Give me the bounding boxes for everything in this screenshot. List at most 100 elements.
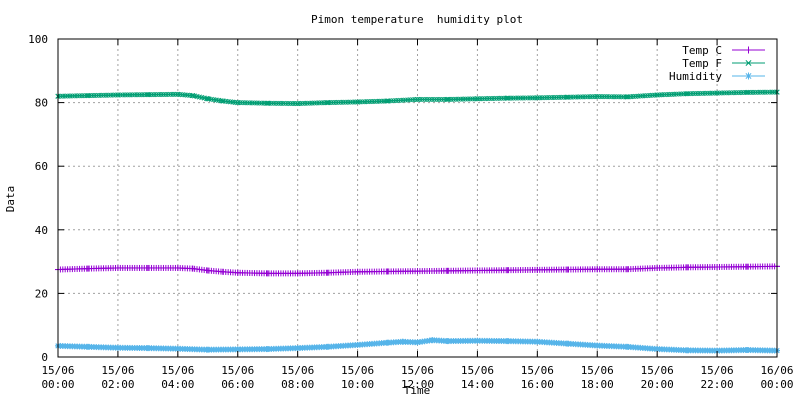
y-tick-label: 100 bbox=[28, 33, 48, 46]
data-point bbox=[85, 93, 91, 99]
data-point bbox=[174, 345, 181, 352]
data-point bbox=[264, 346, 271, 353]
data-point bbox=[504, 338, 511, 345]
data-point bbox=[654, 92, 660, 98]
x-tick-label-date: 15/06 bbox=[101, 364, 134, 377]
x-tick-label-date: 15/06 bbox=[221, 364, 254, 377]
x-tick-label-date: 15/06 bbox=[281, 364, 314, 377]
data-point bbox=[744, 263, 751, 270]
data-point bbox=[324, 343, 331, 350]
legend-marker bbox=[745, 60, 752, 66]
y-tick-label: 80 bbox=[35, 97, 48, 110]
data-point bbox=[235, 99, 241, 106]
chart-title: Pimon temperature humidity plot bbox=[311, 13, 523, 26]
data-point bbox=[115, 92, 121, 98]
data-point bbox=[594, 266, 601, 273]
data-point bbox=[204, 267, 211, 274]
data-point bbox=[294, 270, 301, 277]
data-point bbox=[354, 341, 361, 348]
data-point bbox=[264, 270, 271, 277]
data-point bbox=[414, 96, 421, 103]
data-point bbox=[504, 95, 510, 101]
x-tick-label-time: 00:00 bbox=[41, 378, 74, 391]
data-point bbox=[444, 267, 451, 274]
data-point bbox=[744, 347, 751, 354]
data-point bbox=[189, 265, 196, 272]
data-point bbox=[534, 266, 541, 273]
plot-area bbox=[55, 89, 780, 354]
x-tick-label-time: 16:00 bbox=[521, 378, 554, 391]
x-tick-label-date: 15/06 bbox=[401, 364, 434, 377]
data-point bbox=[220, 98, 226, 104]
data-point bbox=[624, 266, 631, 273]
x-tick-label-date: 16/06 bbox=[760, 364, 793, 377]
x-tick-label-time: 06:00 bbox=[221, 378, 254, 391]
x-tick-label-time: 22:00 bbox=[701, 378, 734, 391]
x-tick-label-date: 15/06 bbox=[641, 364, 674, 377]
x-tick-label-date: 15/06 bbox=[701, 364, 734, 377]
x-tick-label-time: 10:00 bbox=[341, 378, 374, 391]
data-point bbox=[414, 339, 421, 346]
data-point bbox=[474, 337, 481, 344]
data-point bbox=[354, 268, 361, 275]
data-point bbox=[429, 337, 436, 344]
data-point bbox=[504, 267, 511, 274]
data-point bbox=[564, 94, 570, 100]
data-point bbox=[144, 264, 151, 271]
data-point bbox=[295, 100, 301, 107]
data-point bbox=[399, 338, 406, 345]
data-point bbox=[145, 92, 151, 98]
x-tick-label-time: 02:00 bbox=[101, 378, 134, 391]
data-point bbox=[114, 264, 121, 271]
data-point bbox=[564, 340, 571, 347]
data-point bbox=[594, 342, 601, 349]
data-point bbox=[219, 268, 226, 275]
data-point bbox=[175, 91, 181, 97]
data-point bbox=[444, 96, 451, 103]
data-point bbox=[190, 93, 196, 99]
data-point bbox=[714, 90, 720, 96]
data-point bbox=[144, 345, 151, 352]
data-point bbox=[354, 99, 361, 105]
data-point bbox=[654, 264, 661, 271]
series-humidity bbox=[55, 337, 780, 354]
data-point bbox=[114, 344, 121, 351]
legend-marker bbox=[745, 46, 752, 54]
x-tick-label-time: 20:00 bbox=[641, 378, 674, 391]
data-point bbox=[534, 338, 541, 345]
y-tick-label: 20 bbox=[35, 287, 48, 300]
data-point bbox=[294, 345, 301, 352]
data-point bbox=[84, 343, 91, 350]
data-point bbox=[444, 338, 451, 345]
x-tick-label-date: 15/06 bbox=[581, 364, 614, 377]
data-point bbox=[684, 347, 691, 354]
data-point bbox=[204, 346, 211, 353]
data-point bbox=[474, 96, 481, 102]
series-temp-f bbox=[55, 89, 780, 107]
x-tick-label-date: 15/06 bbox=[161, 364, 194, 377]
legend-label: Humidity bbox=[669, 70, 722, 83]
x-tick-label-time: 04:00 bbox=[161, 378, 194, 391]
data-point bbox=[384, 339, 391, 346]
y-tick-label: 60 bbox=[35, 160, 48, 173]
data-point bbox=[534, 95, 540, 101]
x-tick-label-date: 15/06 bbox=[341, 364, 374, 377]
data-point bbox=[265, 100, 271, 106]
x-axis-label: Time bbox=[404, 384, 431, 397]
data-point bbox=[384, 98, 391, 104]
data-point bbox=[234, 269, 241, 276]
data-point bbox=[205, 96, 211, 102]
legend-label: Temp F bbox=[682, 57, 722, 70]
data-point bbox=[414, 268, 421, 275]
x-tick-label-date: 15/06 bbox=[41, 364, 74, 377]
data-point bbox=[714, 264, 721, 271]
y-tick-label: 0 bbox=[41, 351, 48, 364]
series-temp-c bbox=[55, 263, 780, 277]
x-tick-label-date: 15/06 bbox=[521, 364, 554, 377]
data-point bbox=[744, 89, 750, 96]
x-tick-label-time: 08:00 bbox=[281, 378, 314, 391]
data-point bbox=[624, 343, 631, 350]
data-point bbox=[324, 269, 331, 276]
data-point bbox=[594, 93, 600, 100]
